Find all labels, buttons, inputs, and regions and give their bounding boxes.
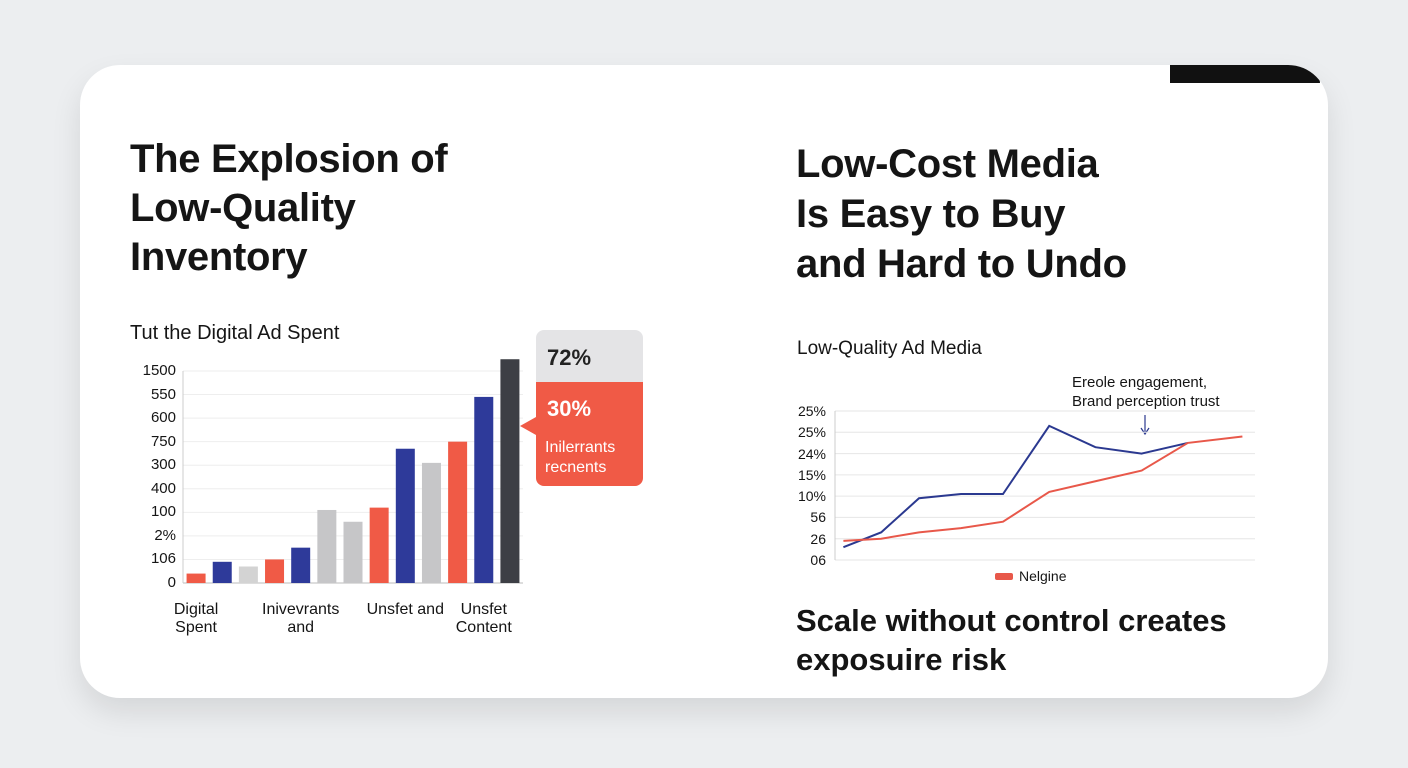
- y-tick-label: 300: [150, 456, 176, 474]
- footnote: exposuire risk: [796, 642, 1007, 677]
- bar: [317, 509, 337, 583]
- bar: [291, 547, 311, 583]
- callout-text: Inilerrants recnents: [545, 439, 616, 476]
- x-tick-label: Unsfet Content: [455, 601, 512, 636]
- y-tick-label: 24%: [797, 445, 826, 462]
- bar: [448, 441, 468, 583]
- line: [843, 424, 1189, 549]
- footnote: Scale without control creates: [796, 603, 1227, 638]
- x-tick-label: Digital Spent: [173, 601, 219, 636]
- bar: [369, 507, 389, 583]
- heading: and Hard to Undo: [796, 242, 1127, 286]
- y-tick-label: 400: [150, 479, 176, 497]
- y-tick-label: 25%: [797, 424, 826, 441]
- heading: The Explosion of: [130, 137, 448, 181]
- bar: [500, 359, 520, 583]
- y-tick-label: 550: [150, 385, 176, 403]
- y-tick-label: 25%: [797, 403, 826, 419]
- y-tick-label: 06: [810, 552, 826, 568]
- y-tick-label: 600: [150, 409, 176, 427]
- tab: [1170, 65, 1320, 83]
- x-tick-label: Inivevrants and: [262, 601, 340, 636]
- callout-pointer: [520, 417, 536, 435]
- heading: Low-Quality: [130, 186, 356, 230]
- bar: [238, 566, 258, 583]
- y-tick-label: 750: [150, 432, 176, 450]
- y-tick-label: 2%: [154, 526, 176, 544]
- callout-label: 72%: [547, 345, 592, 370]
- legend-swatch: [995, 573, 1013, 580]
- heading: Low-Cost Media: [796, 142, 1099, 186]
- bar: [186, 573, 206, 583]
- y-tick-label: 56: [810, 509, 826, 526]
- legend-label: Nelgine: [1019, 568, 1067, 584]
- card: [80, 65, 1328, 698]
- chart-title: Low-Quality Ad Media: [797, 338, 982, 359]
- bar: [265, 559, 285, 583]
- annotation: Brand perception trust: [1072, 393, 1220, 410]
- bar: [212, 561, 232, 583]
- y-tick-label: 106: [150, 550, 176, 568]
- callout-top: [536, 330, 643, 390]
- heading: Is Easy to Buy: [796, 192, 1066, 236]
- bar: [421, 462, 441, 583]
- y-tick-label: 15%: [797, 466, 826, 483]
- callout-value: 30%: [547, 396, 592, 421]
- y-tick-label: 10%: [797, 488, 826, 505]
- y-tick-label: 1500: [142, 362, 176, 379]
- callout-body: [536, 382, 643, 486]
- heading: Inventory: [130, 235, 308, 279]
- y-tick-label: 26: [810, 530, 826, 547]
- y-tick-label: 100: [150, 503, 176, 521]
- chart-title: Tut the Digital Ad Spent: [130, 322, 340, 344]
- annotation: Ereole engagement,: [1072, 374, 1208, 391]
- line: [843, 435, 1243, 542]
- bar: [343, 521, 363, 583]
- callout-join: [536, 382, 643, 394]
- y-tick-label: 0: [167, 574, 176, 591]
- bar: [395, 448, 415, 583]
- annotation-arrowhead: [1140, 427, 1150, 436]
- bar: [474, 396, 494, 583]
- x-tick-label: Unsfet and: [366, 601, 444, 618]
